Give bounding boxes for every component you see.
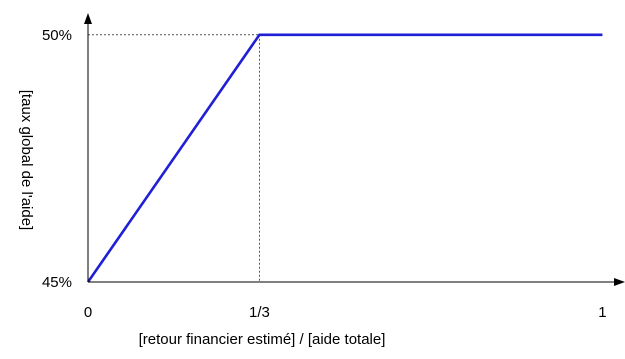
x-tick-label: 1/3 (249, 304, 270, 321)
guide-lines (88, 34, 260, 282)
x-tick-label: 1 (598, 304, 606, 321)
x-axis-label: [retour financier estimé] / [aide totale… (139, 331, 386, 348)
tick-labels: 0 1/3 1 45% 50% (42, 27, 607, 321)
y-axis-label: [taux global de l'aide] (18, 90, 35, 230)
y-tick-label: 45% (42, 274, 72, 291)
series-layer (86, 33, 603, 283)
series-line-0 (86, 33, 603, 283)
x-axis-arrow (614, 278, 625, 286)
y-axis-arrow (84, 13, 92, 24)
x-tick-label: 0 (84, 304, 92, 321)
y-tick-label: 50% (42, 27, 72, 44)
axes (84, 13, 625, 286)
